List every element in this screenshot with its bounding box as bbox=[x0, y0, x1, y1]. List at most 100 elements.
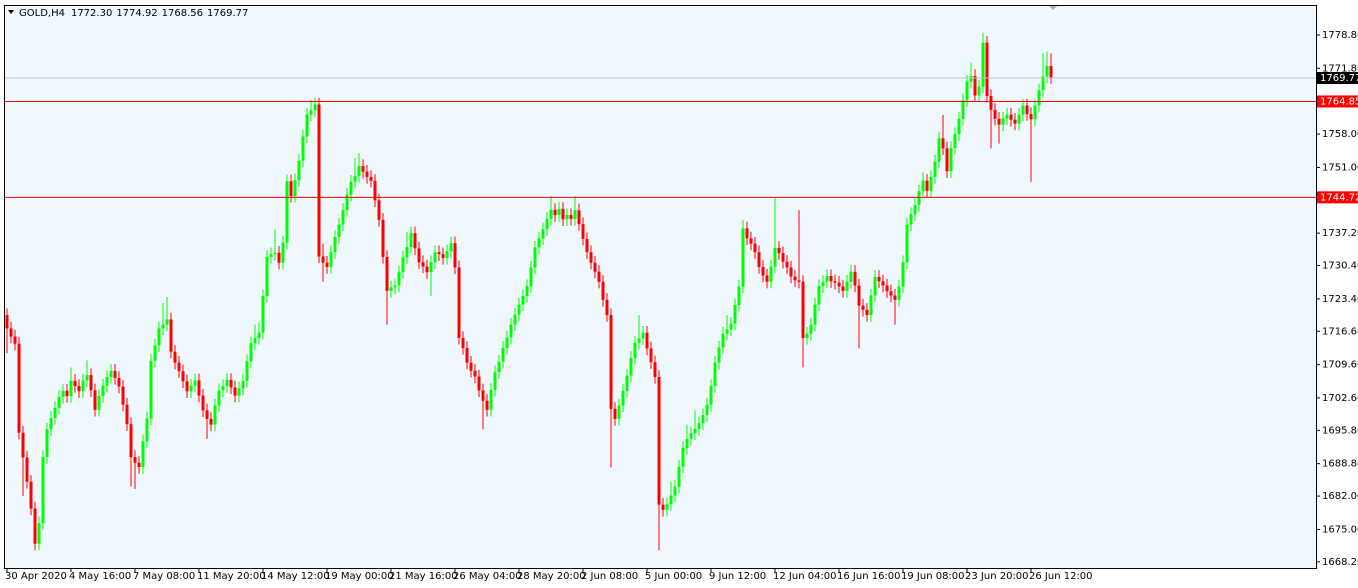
candle-body bbox=[17, 343, 21, 433]
candle-body bbox=[581, 224, 585, 239]
x-tick-label: 28 May 20:00 bbox=[517, 571, 586, 582]
candle-body bbox=[957, 118, 961, 135]
y-tick-label: 1778.80 bbox=[1322, 30, 1358, 41]
ohlc-open: 1772.30 bbox=[71, 8, 112, 19]
menu-arrow[interactable] bbox=[8, 10, 14, 14]
candle-body bbox=[629, 357, 633, 376]
candle-body bbox=[21, 432, 25, 458]
candle-body bbox=[429, 262, 433, 273]
candle-body bbox=[485, 400, 489, 410]
candle-body bbox=[157, 328, 161, 346]
candle-body bbox=[253, 337, 257, 344]
candle-body bbox=[565, 215, 569, 220]
candle-body bbox=[389, 287, 393, 291]
candle-body bbox=[113, 370, 117, 378]
candle-body bbox=[573, 210, 577, 219]
candle-body bbox=[109, 370, 113, 377]
candle-body bbox=[257, 332, 261, 338]
candle-body bbox=[737, 286, 741, 306]
candle-body bbox=[217, 390, 221, 406]
y-tick-label: 1723.40 bbox=[1322, 294, 1358, 305]
candle-body bbox=[669, 495, 673, 505]
level-label: 1744.72 bbox=[1320, 192, 1358, 203]
candle-body bbox=[349, 181, 353, 195]
candle-body bbox=[117, 377, 121, 387]
candle-body bbox=[1049, 65, 1053, 79]
candle-body bbox=[229, 379, 233, 388]
candle-body bbox=[833, 281, 837, 283]
candle-body bbox=[221, 386, 225, 391]
candle-body bbox=[205, 410, 209, 419]
candle-body bbox=[801, 281, 805, 338]
x-tick-label: 11 May 20:00 bbox=[197, 571, 266, 582]
candle-body bbox=[797, 280, 801, 282]
candle-body bbox=[65, 390, 69, 397]
candle-body bbox=[337, 224, 341, 237]
candle-body bbox=[989, 95, 993, 110]
candle-body bbox=[729, 323, 733, 330]
candle-body bbox=[913, 205, 917, 215]
candle-body bbox=[597, 271, 601, 282]
candle-body bbox=[145, 418, 149, 442]
candle-body bbox=[817, 286, 821, 305]
candle-body bbox=[421, 262, 425, 267]
candle-body bbox=[213, 405, 217, 425]
candle-body bbox=[953, 134, 957, 148]
candle-body bbox=[225, 379, 229, 387]
candle-body bbox=[741, 228, 745, 287]
candle-body bbox=[977, 86, 981, 96]
candle-body bbox=[265, 256, 269, 297]
candle-body bbox=[641, 332, 645, 339]
level-label-box bbox=[1317, 95, 1358, 108]
candle-body bbox=[233, 387, 237, 396]
candle-body bbox=[1013, 119, 1017, 124]
x-tick-label: 2 Jun 08:00 bbox=[581, 571, 638, 582]
candle-body bbox=[25, 457, 29, 482]
candle-body bbox=[1045, 65, 1049, 77]
candle-body bbox=[829, 276, 833, 282]
y-tick-label: 1716.60 bbox=[1322, 326, 1358, 337]
candle-body bbox=[425, 266, 429, 273]
candle-body bbox=[617, 405, 621, 419]
candle-body bbox=[901, 262, 905, 287]
candle-body bbox=[101, 385, 105, 397]
candle-body bbox=[773, 247, 777, 267]
candle-body bbox=[1021, 105, 1025, 115]
price-label: 1769.77 bbox=[1320, 73, 1358, 84]
x-tick-label: 23 Jun 20:00 bbox=[965, 571, 1029, 582]
candle-body bbox=[873, 276, 877, 296]
candle-body bbox=[1001, 118, 1005, 125]
candle-body bbox=[33, 508, 37, 544]
x-tick-label: 30 Apr 2020 bbox=[5, 571, 67, 582]
candle-body bbox=[353, 175, 357, 182]
candle-body bbox=[53, 407, 57, 418]
candle-body bbox=[193, 380, 197, 386]
candle-body bbox=[861, 305, 865, 310]
candle-body bbox=[329, 252, 333, 267]
candle-body bbox=[605, 299, 609, 316]
candle-body bbox=[677, 466, 681, 487]
candle-body bbox=[585, 238, 589, 253]
candle-body bbox=[197, 380, 201, 396]
candle-body bbox=[185, 381, 189, 392]
candle-body bbox=[137, 462, 141, 468]
price-label-box bbox=[1317, 72, 1358, 85]
candle-body bbox=[209, 418, 213, 425]
candle-body bbox=[1037, 90, 1041, 106]
candle-body bbox=[237, 388, 241, 396]
candle-body bbox=[505, 337, 509, 348]
candle-body bbox=[805, 333, 809, 338]
candle-body bbox=[849, 271, 853, 282]
y-tick-label: 1737.20 bbox=[1322, 228, 1358, 239]
candle-body bbox=[1033, 105, 1037, 120]
candle-body bbox=[525, 286, 529, 297]
candle-body bbox=[85, 375, 89, 381]
candle-body bbox=[765, 275, 769, 282]
candle-body bbox=[881, 281, 885, 286]
candle-body bbox=[1017, 114, 1021, 124]
candle-body bbox=[981, 42, 985, 87]
candle-body bbox=[705, 404, 709, 416]
candle-body bbox=[845, 281, 849, 291]
candle-body bbox=[377, 200, 381, 220]
y-tick-label: 1751.00 bbox=[1322, 162, 1358, 173]
